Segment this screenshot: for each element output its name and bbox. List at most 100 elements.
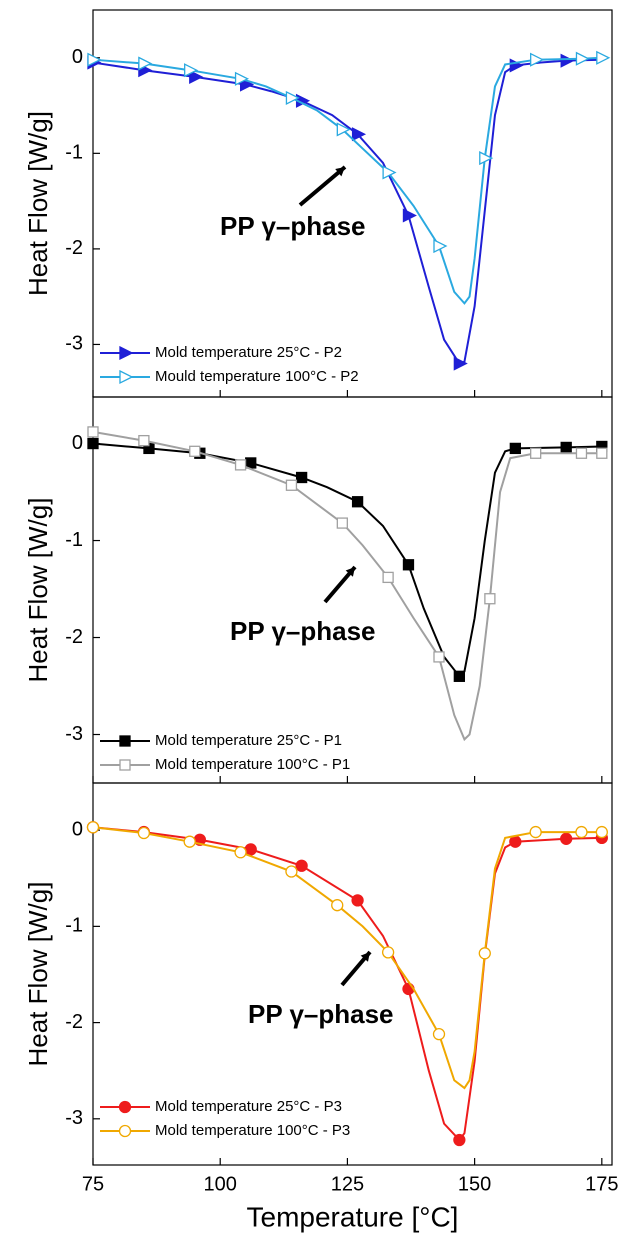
marker bbox=[433, 238, 448, 254]
marker bbox=[234, 71, 250, 86]
marker bbox=[118, 1124, 132, 1138]
annotation: PP γ–phase bbox=[230, 616, 376, 646]
y-tick-label: 0 bbox=[72, 818, 83, 840]
series-line bbox=[92, 826, 602, 1142]
marker bbox=[234, 846, 247, 859]
legend-label: Mold temperature 100°C - P1 bbox=[155, 756, 350, 773]
marker bbox=[184, 63, 199, 78]
arrow-head bbox=[345, 567, 355, 577]
marker bbox=[509, 442, 521, 455]
arrow-head bbox=[335, 167, 345, 177]
marker bbox=[118, 1100, 132, 1114]
y-tick-label: 0 bbox=[72, 432, 83, 454]
marker bbox=[382, 165, 397, 180]
marker bbox=[453, 356, 468, 371]
marker bbox=[575, 825, 588, 839]
marker bbox=[479, 151, 494, 166]
legend-label: Mould temperature 100°C - P2 bbox=[155, 368, 359, 385]
marker bbox=[244, 843, 257, 856]
marker bbox=[119, 759, 131, 771]
marker bbox=[86, 821, 100, 834]
marker bbox=[189, 69, 204, 84]
series-line bbox=[92, 56, 602, 305]
marker bbox=[119, 735, 131, 747]
marker bbox=[432, 1027, 446, 1041]
x-tick-label: 150 bbox=[458, 1173, 491, 1195]
marker bbox=[596, 50, 611, 65]
y-tick-label: -1 bbox=[65, 529, 83, 551]
y-tick-label: -1 bbox=[65, 915, 83, 937]
marker bbox=[560, 441, 572, 454]
marker bbox=[596, 447, 608, 459]
marker bbox=[87, 426, 99, 438]
legend-label: Mold temperature 100°C - P3 bbox=[155, 1122, 350, 1139]
marker bbox=[87, 52, 102, 67]
marker bbox=[484, 593, 496, 605]
marker bbox=[575, 447, 588, 459]
marker bbox=[137, 826, 151, 840]
legend-label: Mold temperature 25°C - P1 bbox=[155, 732, 342, 749]
plot-frame bbox=[92, 782, 613, 1166]
x-tick-label: 100 bbox=[204, 1173, 237, 1195]
marker bbox=[560, 832, 573, 845]
marker bbox=[433, 651, 445, 663]
y-axis-label: Heat Flow [W/g] bbox=[23, 111, 53, 296]
marker bbox=[285, 479, 298, 491]
marker bbox=[119, 345, 134, 361]
legend-label: Mold temperature 25°C - P2 bbox=[155, 344, 342, 361]
marker bbox=[119, 369, 134, 385]
marker bbox=[478, 947, 491, 960]
marker bbox=[382, 571, 394, 584]
marker bbox=[530, 52, 545, 67]
y-axis-label: Heat Flow [W/g] bbox=[23, 498, 53, 683]
x-axis-label: Temperature [°C] bbox=[247, 1201, 459, 1232]
marker bbox=[381, 946, 395, 959]
marker bbox=[285, 90, 300, 105]
y-axis-label: Heat Flow [W/g] bbox=[23, 882, 53, 1067]
marker bbox=[402, 208, 417, 223]
marker bbox=[234, 459, 247, 471]
marker bbox=[509, 835, 522, 848]
legend-label: Mold temperature 25°C - P3 bbox=[155, 1098, 342, 1115]
marker bbox=[560, 53, 575, 68]
y-tick-label: -2 bbox=[65, 237, 83, 259]
y-tick-label: -2 bbox=[65, 626, 83, 648]
marker bbox=[453, 1133, 466, 1147]
marker bbox=[295, 471, 308, 484]
marker bbox=[402, 982, 415, 996]
marker bbox=[595, 825, 608, 839]
marker bbox=[295, 859, 308, 872]
y-tick-label: -3 bbox=[65, 333, 83, 355]
y-tick-label: -2 bbox=[65, 1011, 83, 1033]
marker bbox=[529, 825, 542, 839]
annotation: PP γ–phase bbox=[220, 211, 366, 241]
marker bbox=[575, 51, 590, 66]
y-tick-label: -1 bbox=[65, 142, 83, 164]
series-line bbox=[92, 442, 602, 678]
marker bbox=[189, 445, 201, 457]
arrow-head bbox=[360, 952, 370, 962]
marker bbox=[285, 865, 298, 878]
series-line bbox=[92, 430, 602, 742]
x-tick-label: 125 bbox=[331, 1173, 364, 1195]
marker bbox=[402, 559, 415, 571]
annotation-arrow bbox=[298, 165, 347, 207]
y-tick-label: 0 bbox=[72, 46, 83, 68]
marker bbox=[351, 894, 364, 907]
marker bbox=[530, 447, 542, 459]
marker bbox=[453, 670, 466, 682]
marker bbox=[331, 899, 344, 912]
marker bbox=[351, 127, 367, 142]
x-tick-label: 75 bbox=[82, 1173, 104, 1195]
series-line bbox=[92, 826, 602, 1090]
annotation: PP γ–phase bbox=[248, 999, 394, 1029]
y-tick-label: -3 bbox=[65, 723, 83, 745]
marker bbox=[336, 517, 348, 529]
x-tick-label: 175 bbox=[585, 1173, 618, 1195]
marker bbox=[87, 437, 99, 450]
marker bbox=[183, 835, 196, 848]
marker bbox=[245, 457, 257, 469]
marker bbox=[351, 496, 364, 508]
